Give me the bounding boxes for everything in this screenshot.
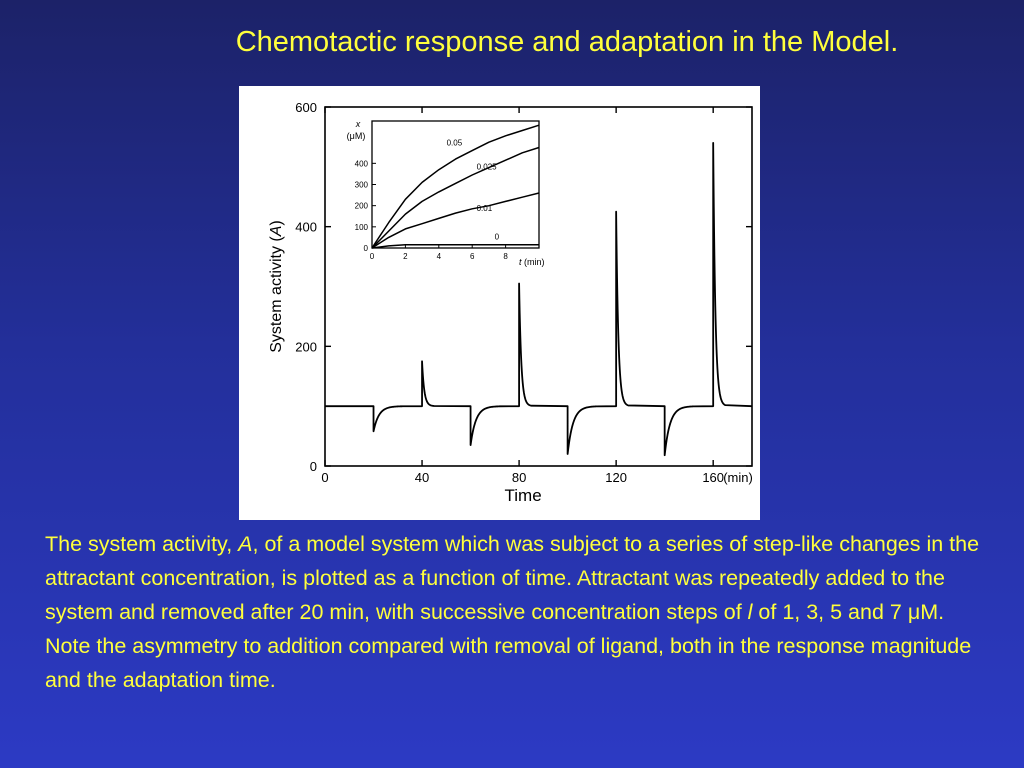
- x-axis-unit: (min): [723, 470, 753, 485]
- caption-text-2: , of a model system which was subject to…: [45, 532, 980, 624]
- inset-x-tick-label: 6: [470, 252, 475, 261]
- figure-caption: The system activity, A, of a model syste…: [45, 527, 995, 697]
- inset-series-line: [371, 124, 540, 249]
- x-tick-label: 80: [512, 470, 526, 485]
- x-tick-label: 40: [415, 470, 429, 485]
- inset-y-tick-label: 300: [355, 181, 369, 190]
- inset-series-line: [371, 146, 540, 249]
- y-tick-label: 0: [310, 459, 317, 474]
- y-tick-label: 200: [295, 339, 317, 354]
- caption-text-4: M. Note the asymmetry to addition compar…: [45, 600, 972, 692]
- inset-plot-frame: [371, 120, 540, 249]
- caption-mu: μ: [907, 600, 921, 624]
- main-plot-frame: [324, 106, 753, 467]
- inset-y-tick-label: 400: [355, 159, 369, 168]
- figure-panel: 0 40 80 120 160 0 200 400 600 (min) Time System act…: [239, 86, 760, 520]
- inset-series-label: 0.025: [477, 163, 498, 172]
- y-axis-label: System activity (A): [268, 220, 285, 352]
- activity-trace: [325, 142, 753, 457]
- inset-y-axis-label: x: [355, 119, 361, 129]
- caption-var-l: l: [747, 600, 753, 624]
- inset-chart: 0 2 4 6 8 0 100 200 300 400 x (μM) t (min) 0.05 0.025 0…: [347, 119, 545, 267]
- inset-x-tick-label: 0: [370, 252, 375, 261]
- x-axis-label: Time: [505, 486, 542, 505]
- y-tick-label: 400: [295, 220, 317, 235]
- inset-series-label: 0: [495, 233, 500, 242]
- x-tick-label: 120: [605, 470, 627, 485]
- x-tick-label: 160: [702, 470, 724, 485]
- inset-y-tick-label: 200: [355, 202, 369, 211]
- caption-var-a: A: [238, 532, 253, 556]
- inset-x-tick-label: 4: [437, 252, 442, 261]
- inset-y-tick-label: 0: [364, 244, 369, 253]
- inset-y-axis-unit: (μM): [347, 131, 366, 141]
- slide-title: Chemotactic response and adaptation in t…: [235, 26, 899, 58]
- x-tick-label: 0: [321, 470, 328, 485]
- inset-y-tick-label: 100: [355, 223, 369, 232]
- inset-series-label: 0.05: [447, 138, 463, 147]
- caption-text-1: The system activity,: [45, 532, 239, 556]
- y-tick-label: 600: [295, 100, 317, 115]
- inset-x-axis-label: t (min): [519, 257, 545, 267]
- inset-x-tick-label: 8: [503, 252, 508, 261]
- caption-text-3: of 1, 3, 5 and 7: [752, 600, 908, 624]
- inset-series-line: [371, 192, 540, 249]
- inset-x-tick-label: 2: [403, 252, 408, 261]
- inset-series-label: 0.01: [477, 204, 493, 213]
- inset-series-line: [371, 244, 539, 249]
